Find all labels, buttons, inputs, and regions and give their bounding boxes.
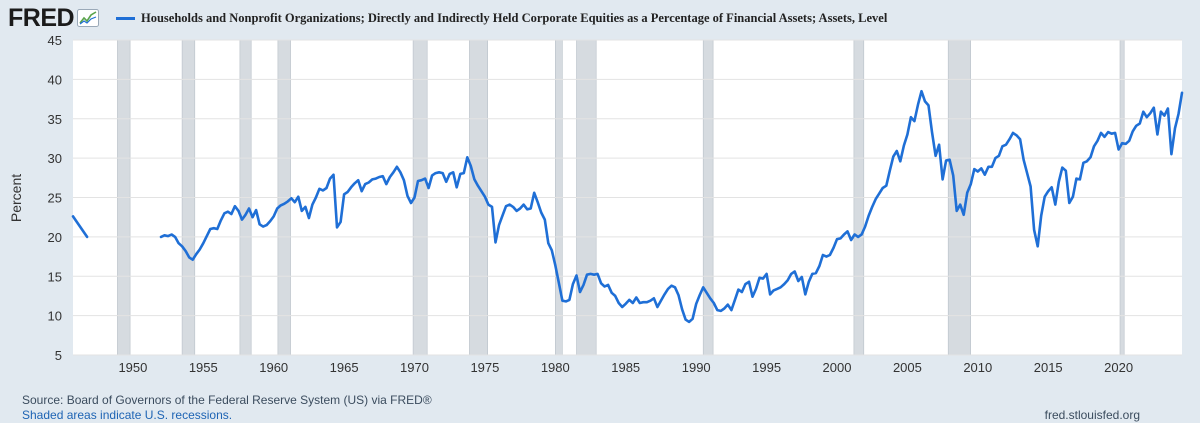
y-tick-label: 20 [48,230,62,245]
source-note: Source: Board of Governors of the Federa… [22,393,432,407]
legend-label: Households and Nonprofit Organizations; … [141,11,888,25]
y-axis-ticks: 5 10 15 20 25 30 35 40 45 [48,33,62,363]
x-tick-label: 1975 [470,360,499,375]
x-tick-label: 2010 [963,360,992,375]
x-tick-label: 1995 [752,360,781,375]
x-tick-label: 2000 [823,360,852,375]
data-series [71,89,1184,324]
y-tick-label: 25 [48,191,62,206]
chart-legend: Households and Nonprofit Organizations; … [116,11,887,26]
y-tick-label: 15 [48,269,62,284]
x-tick-label: 1970 [400,360,429,375]
x-tick-label: 1955 [189,360,218,375]
x-tick-label: 1950 [118,360,147,375]
chart-graph-icon [77,9,100,27]
y-tick-label: 10 [48,309,62,324]
x-tick-label: 1990 [682,360,711,375]
y-tick-label: 35 [48,112,62,127]
y-tick-label: 30 [48,151,62,166]
y-tick-label: 45 [48,33,62,48]
fred-logo-text: FRED [8,4,75,32]
fred-logo[interactable]: FRED [8,4,100,32]
x-tick-label: 1965 [330,360,359,375]
series-line [159,89,1184,324]
gridlines [73,39,1182,356]
x-axis-ticks: 1950 1955 1960 1965 1970 1975 1980 1985 1990 1995… [118,360,1133,375]
y-tick-label: 5 [55,348,62,363]
x-tick-label: 1980 [541,360,570,375]
x-tick-label: 1985 [611,360,640,375]
y-tick-label: 40 [48,72,62,87]
x-tick-label: 2005 [893,360,922,375]
chart-header: FRED Households and Nonprofit Organizati… [0,0,1200,38]
fred-url[interactable]: fred.stlouisfed.org [1044,408,1140,422]
series-line [71,215,89,239]
x-tick-label: 1960 [259,360,288,375]
x-tick-label: 2020 [1104,360,1133,375]
legend-swatch [116,17,135,20]
y-axis-label: Percent [8,174,24,222]
recession-note[interactable]: Shaded areas indicate U.S. recessions. [22,408,233,422]
x-tick-label: 2015 [1034,360,1063,375]
